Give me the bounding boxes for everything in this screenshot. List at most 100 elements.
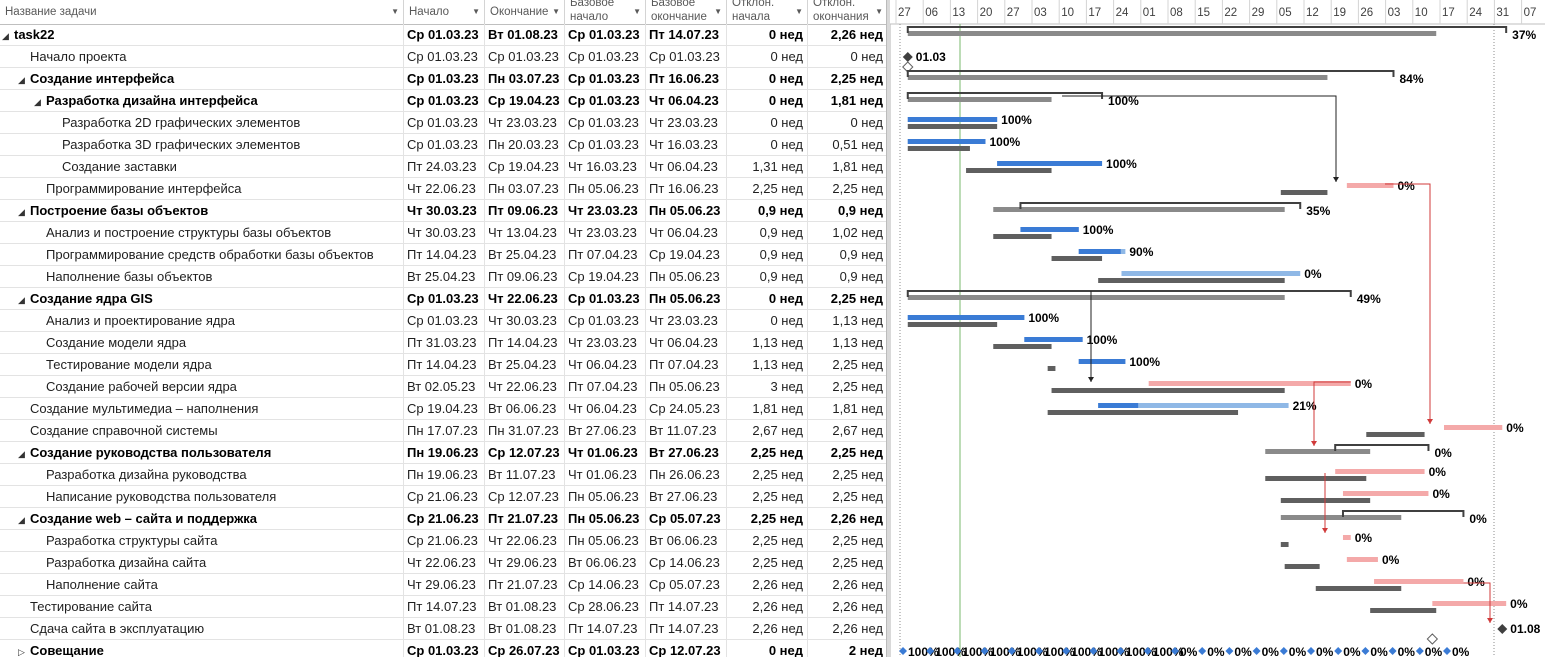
table-row[interactable]: Анализ и построение структуры базы объек… bbox=[0, 222, 888, 244]
cell-vfinish[interactable]: 2,26 нед bbox=[808, 24, 888, 45]
cell-start[interactable]: Чт 22.06.23 bbox=[404, 552, 485, 573]
cell-vstart[interactable]: 2,26 нед bbox=[727, 618, 808, 639]
cell-bfinish[interactable]: Ср 24.05.23 bbox=[646, 398, 727, 419]
cell-vfinish[interactable]: 2,25 нед bbox=[808, 486, 888, 507]
cell-finish[interactable]: Вт 01.08.23 bbox=[485, 24, 565, 45]
cell-start[interactable]: Ср 01.03.23 bbox=[404, 68, 485, 89]
cell-start[interactable]: Ср 01.03.23 bbox=[404, 640, 485, 657]
cell-bfinish[interactable]: Ср 19.04.23 bbox=[646, 244, 727, 265]
cell-bfinish[interactable]: Пт 14.07.23 bbox=[646, 618, 727, 639]
chevron-down-icon[interactable]: ▼ bbox=[633, 7, 641, 16]
cell-vstart[interactable]: 2,25 нед bbox=[727, 552, 808, 573]
cell-bstart[interactable]: Вт 27.06.23 bbox=[565, 420, 646, 441]
cell-start[interactable]: Чт 30.03.23 bbox=[404, 200, 485, 221]
chevron-down-icon[interactable]: ▼ bbox=[391, 7, 399, 16]
task-bar[interactable] bbox=[1346, 557, 1378, 562]
task-name-cell[interactable]: Анализ и построение структуры базы объек… bbox=[0, 222, 404, 243]
cell-vfinish[interactable]: 1,81 нед bbox=[808, 90, 888, 111]
cell-vstart[interactable]: 2,25 нед bbox=[727, 464, 808, 485]
cell-vstart[interactable]: 0 нед bbox=[727, 90, 808, 111]
table-row[interactable]: Начало проекта Ср 01.03.23 Ср 01.03.23 Ср 0… bbox=[0, 46, 888, 68]
cell-vfinish[interactable]: 2,26 нед bbox=[808, 574, 888, 595]
table-row[interactable]: Разработка 2D графических элементов Ср 01… bbox=[0, 112, 888, 134]
column-header-bstart[interactable]: Базовое начало ▼ bbox=[565, 0, 646, 24]
task-name-cell[interactable]: Наполнение базы объектов bbox=[0, 266, 404, 287]
table-row[interactable]: Создание мультимедиа – наполнения Ср 19.0… bbox=[0, 398, 888, 420]
cell-bstart[interactable]: Чт 16.03.23 bbox=[565, 156, 646, 177]
table-row[interactable]: Создание модели ядра Пт 31.03.23 Пт 14.04.… bbox=[0, 332, 888, 354]
cell-bstart[interactable]: Чт 01.06.23 bbox=[565, 442, 646, 463]
cell-vstart[interactable]: 2,25 нед bbox=[727, 508, 808, 529]
cell-bfinish[interactable]: Пн 26.06.23 bbox=[646, 464, 727, 485]
cell-vstart[interactable]: 0,9 нед bbox=[727, 244, 808, 265]
task-name-cell[interactable]: Создание модели ядра bbox=[0, 332, 404, 353]
task-name-cell[interactable]: Сдача сайта в эксплуатацию bbox=[0, 618, 404, 639]
cell-bfinish[interactable]: Ср 14.06.23 bbox=[646, 552, 727, 573]
column-header-vstart[interactable]: Отклон. начала ▼ bbox=[727, 0, 808, 24]
cell-bstart[interactable]: Ср 01.03.23 bbox=[565, 640, 646, 657]
task-name-cell[interactable]: ◢ Создание ядра GIS bbox=[0, 288, 404, 309]
cell-vstart[interactable]: 0,9 нед bbox=[727, 200, 808, 221]
cell-vfinish[interactable]: 2,25 нед bbox=[808, 552, 888, 573]
cell-vfinish[interactable]: 2,26 нед bbox=[808, 618, 888, 639]
cell-finish[interactable]: Пн 03.07.23 bbox=[485, 178, 565, 199]
chevron-down-icon[interactable]: ▼ bbox=[795, 7, 803, 16]
task-name-cell[interactable]: ◢ Создание руководства пользователя bbox=[0, 442, 404, 463]
cell-vstart[interactable]: 0 нед bbox=[727, 134, 808, 155]
table-row[interactable]: Программирование средств обработки базы … bbox=[0, 244, 888, 266]
chevron-down-icon[interactable]: ▼ bbox=[552, 7, 560, 16]
cell-finish[interactable]: Вт 06.06.23 bbox=[485, 398, 565, 419]
cell-bfinish[interactable]: Пт 07.04.23 bbox=[646, 354, 727, 375]
cell-vfinish[interactable]: 2,25 нед bbox=[808, 178, 888, 199]
cell-bfinish[interactable]: Ср 05.07.23 bbox=[646, 574, 727, 595]
cell-bstart[interactable]: Ср 01.03.23 bbox=[565, 24, 646, 45]
cell-start[interactable]: Ср 01.03.23 bbox=[404, 310, 485, 331]
task-name-cell[interactable]: Написание руководства пользователя bbox=[0, 486, 404, 507]
cell-start[interactable]: Ср 19.04.23 bbox=[404, 398, 485, 419]
cell-vfinish[interactable]: 2,25 нед bbox=[808, 354, 888, 375]
table-row[interactable]: ◢ Построение базы объектов Чт 30.03.23 Пт 0… bbox=[0, 200, 888, 222]
task-name-cell[interactable]: ◢ Создание интерфейса bbox=[0, 68, 404, 89]
table-row[interactable]: Создание рабочей версии ядра Вт 02.05.23 Ч… bbox=[0, 376, 888, 398]
cell-start[interactable]: Пт 14.04.23 bbox=[404, 354, 485, 375]
cell-bstart[interactable]: Пт 14.07.23 bbox=[565, 618, 646, 639]
task-progress-bar[interactable] bbox=[1078, 249, 1121, 254]
task-name-cell[interactable]: Разработка 3D графических элементов bbox=[0, 134, 404, 155]
cell-vstart[interactable]: 2,25 нед bbox=[727, 530, 808, 551]
cell-bfinish[interactable]: Пн 05.06.23 bbox=[646, 376, 727, 397]
cell-bstart[interactable]: Пн 05.06.23 bbox=[565, 508, 646, 529]
chevron-down-icon[interactable]: ▼ bbox=[714, 7, 722, 16]
cell-start[interactable]: Вт 02.05.23 bbox=[404, 376, 485, 397]
cell-bstart[interactable]: Пн 05.06.23 bbox=[565, 530, 646, 551]
cell-finish[interactable]: Ср 26.07.23 bbox=[485, 640, 565, 657]
column-header-vfinish[interactable]: Отклон. окончания ▼ bbox=[808, 0, 888, 24]
cell-bstart[interactable]: Вт 06.06.23 bbox=[565, 552, 646, 573]
cell-bstart[interactable]: Ср 14.06.23 bbox=[565, 574, 646, 595]
cell-bstart[interactable]: Ср 01.03.23 bbox=[565, 310, 646, 331]
cell-finish[interactable]: Пт 09.06.23 bbox=[485, 266, 565, 287]
collapse-triangle-icon[interactable]: ◢ bbox=[18, 295, 25, 305]
task-name-cell[interactable]: ◢ task22 bbox=[0, 24, 404, 45]
table-row[interactable]: Наполнение базы объектов Вт 25.04.23 Пт 09… bbox=[0, 266, 888, 288]
task-progress-bar[interactable] bbox=[907, 117, 998, 122]
task-bar[interactable] bbox=[1121, 271, 1301, 276]
task-progress-bar[interactable] bbox=[907, 139, 986, 144]
cell-start[interactable]: Вт 25.04.23 bbox=[404, 266, 485, 287]
collapse-triangle-icon[interactable]: ◢ bbox=[18, 207, 25, 217]
task-progress-bar[interactable] bbox=[1020, 227, 1079, 232]
cell-bstart[interactable]: Ср 01.03.23 bbox=[565, 46, 646, 67]
table-row[interactable]: Разработка дизайна сайта Чт 22.06.23 Чт 29… bbox=[0, 552, 888, 574]
cell-finish[interactable]: Пт 21.07.23 bbox=[485, 574, 565, 595]
task-name-cell[interactable]: ◢ Разработка дизайна интерфейса bbox=[0, 90, 404, 111]
cell-start[interactable]: Ср 21.06.23 bbox=[404, 530, 485, 551]
cell-start[interactable]: Ср 01.03.23 bbox=[404, 288, 485, 309]
task-name-cell[interactable]: Программирование средств обработки базы … bbox=[0, 244, 404, 265]
task-name-cell[interactable]: Анализ и проектирование ядра bbox=[0, 310, 404, 331]
cell-vstart[interactable]: 0 нед bbox=[727, 310, 808, 331]
cell-vfinish[interactable]: 2 нед bbox=[808, 640, 888, 657]
cell-vstart[interactable]: 0 нед bbox=[727, 24, 808, 45]
task-name-cell[interactable]: Разработка 2D графических элементов bbox=[0, 112, 404, 133]
cell-bstart[interactable]: Ср 01.03.23 bbox=[565, 68, 646, 89]
cell-start[interactable]: Ср 21.06.23 bbox=[404, 508, 485, 529]
task-progress-bar[interactable] bbox=[1078, 359, 1126, 364]
